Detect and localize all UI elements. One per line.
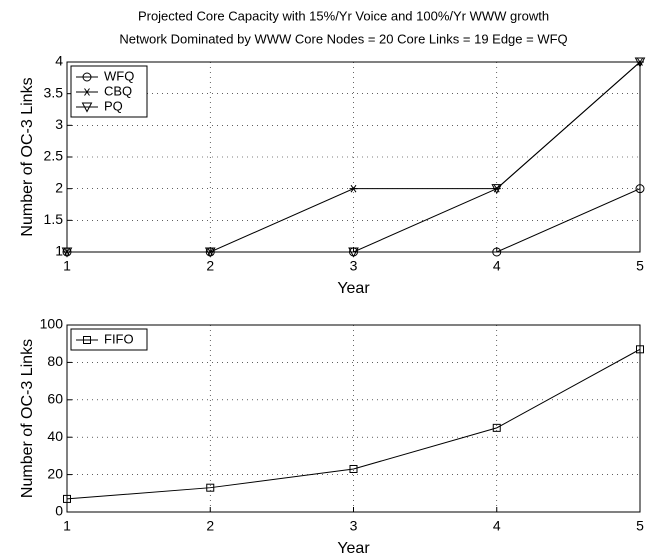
y-axis-label: Number of OC-3 Links (19, 77, 36, 236)
x-tick-label: 5 (636, 258, 644, 274)
x-axis-label: Year (337, 540, 370, 556)
legend-label: FIFO (104, 331, 134, 346)
chart-title: Projected Core Capacity with 15%/Yr Voic… (138, 8, 549, 23)
series-line (66, 348, 641, 500)
marker (635, 184, 645, 194)
legend-label: WFQ (104, 68, 134, 83)
y-tick-label: 0 (55, 503, 63, 519)
x-axis-label: Year (337, 280, 370, 297)
x-tick-label: 4 (493, 258, 501, 274)
marker (491, 184, 503, 195)
y-tick-label: 20 (47, 465, 63, 481)
y-tick-label: 2 (55, 179, 63, 195)
marker (492, 423, 501, 432)
marker (82, 72, 92, 82)
chart-subtitle: Network Dominated by WWW Core Nodes = 20… (119, 31, 567, 46)
marker (634, 57, 646, 68)
x-tick-label: 4 (493, 518, 501, 534)
marker (206, 483, 215, 492)
legend-label: CBQ (104, 83, 132, 98)
marker (63, 494, 71, 503)
y-tick-label: 100 (40, 316, 64, 332)
subplot: 1 2 3 4 5 0 20 40 60 80 100 Year Number of OC-3 Link… (19, 316, 644, 556)
y-tick-label: 1 (55, 243, 63, 259)
y-tick-label: 4 (55, 53, 63, 69)
x-tick-label: 3 (350, 518, 358, 534)
series-line (67, 61, 641, 253)
marker (492, 247, 502, 257)
marker (83, 88, 91, 96)
legend-label: PQ (104, 98, 123, 113)
marker (636, 345, 644, 354)
y-tick-label: 40 (47, 428, 63, 444)
marker (348, 247, 359, 258)
marker (349, 464, 358, 473)
x-tick-label: 1 (63, 518, 71, 534)
x-tick-label: 2 (206, 518, 214, 534)
y-tick-label: 3 (55, 116, 63, 132)
y-tick-label: 1.5 (44, 211, 64, 227)
y-tick-label: 80 (47, 353, 63, 369)
x-tick-label: 1 (63, 258, 71, 274)
marker (61, 247, 73, 258)
legend: FIFO (70, 328, 148, 351)
marker (81, 102, 93, 113)
marker (349, 184, 358, 193)
y-tick-label: 3.5 (44, 84, 64, 100)
y-tick-label: 60 (47, 391, 63, 407)
x-tick-label: 3 (350, 258, 358, 274)
plot-area (66, 324, 641, 513)
subplot: Projected Core Capacity with 15%/Yr Voic… (19, 8, 646, 297)
marker (204, 247, 216, 258)
y-axis-label: Number of OC-3 Links (19, 339, 36, 498)
x-tick-label: 5 (636, 518, 644, 534)
y-tick-label: 2.5 (44, 148, 64, 164)
x-tick-label: 2 (206, 258, 214, 274)
marker (83, 336, 91, 344)
legend-box (70, 328, 148, 351)
